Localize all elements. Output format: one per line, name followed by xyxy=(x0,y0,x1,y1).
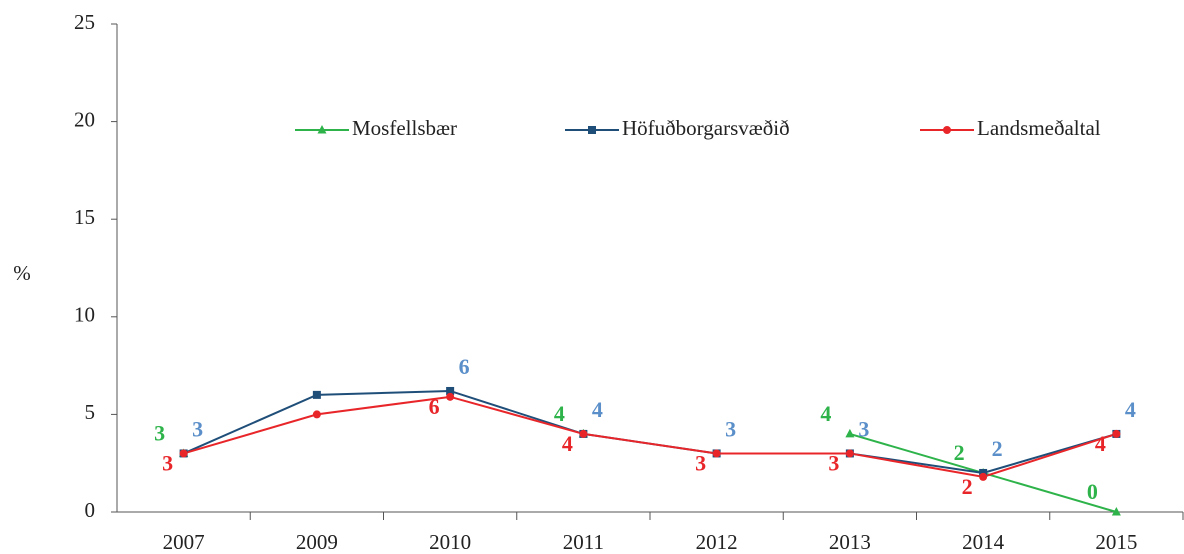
data-label: 2 xyxy=(992,436,1003,461)
data-label: 4 xyxy=(562,431,573,456)
data-point xyxy=(579,429,588,438)
x-tick-label: 2014 xyxy=(962,530,1005,554)
data-label: 3 xyxy=(695,450,706,475)
data-point xyxy=(446,392,455,401)
x-tick-label: 2015 xyxy=(1095,530,1137,554)
data-point xyxy=(446,386,455,395)
x-tick-label: 2010 xyxy=(429,530,471,554)
y-tick-label: 25 xyxy=(74,10,95,34)
data-label: 4 xyxy=(1125,397,1136,422)
data-label: 4 xyxy=(592,397,603,422)
x-tick-label: 2009 xyxy=(296,530,338,554)
data-label: 3 xyxy=(828,450,839,475)
y-tick-label: 20 xyxy=(74,107,95,131)
legend-marker xyxy=(943,126,951,134)
data-label: 3 xyxy=(725,416,736,441)
legend-label: Höfuðborgarsvæðið xyxy=(622,116,790,140)
data-point xyxy=(312,410,321,419)
data-point xyxy=(845,428,855,438)
data-point xyxy=(1112,429,1121,438)
data-label: 6 xyxy=(459,354,470,379)
data-label: 0 xyxy=(1087,479,1098,504)
data-point xyxy=(1111,507,1121,516)
data-label: 3 xyxy=(858,416,869,441)
x-tick-label: 2012 xyxy=(696,530,738,554)
legend-label: Landsmeðaltal xyxy=(977,116,1101,140)
data-label: 3 xyxy=(154,420,165,445)
y-tick-label: 0 xyxy=(85,498,96,522)
y-tick-label: 5 xyxy=(85,400,96,424)
x-tick-label: 2007 xyxy=(163,530,205,554)
y-tick-label: 10 xyxy=(74,303,95,327)
x-tick-label: 2013 xyxy=(829,530,871,554)
data-label: 3 xyxy=(192,416,203,441)
data-label: 4 xyxy=(820,401,831,426)
series-line xyxy=(183,389,1117,474)
data-point xyxy=(712,449,721,458)
data-label: 6 xyxy=(429,394,440,419)
y-axis-label: % xyxy=(13,261,31,285)
data-point xyxy=(179,449,188,458)
data-label: 4 xyxy=(554,401,565,426)
data-point xyxy=(845,449,854,458)
data-point xyxy=(312,390,321,399)
data-label: 2 xyxy=(962,474,973,499)
data-label: 3 xyxy=(162,450,173,475)
series-line xyxy=(183,395,1117,478)
legend-marker xyxy=(588,126,596,134)
x-tick-label: 2011 xyxy=(563,530,604,554)
data-label: 2 xyxy=(954,440,965,465)
legend-label: Mosfellsbær xyxy=(352,116,457,140)
data-point xyxy=(979,472,988,481)
data-label: 4 xyxy=(1095,431,1106,456)
legend-marker xyxy=(317,125,327,134)
y-tick-label: 15 xyxy=(74,205,95,229)
